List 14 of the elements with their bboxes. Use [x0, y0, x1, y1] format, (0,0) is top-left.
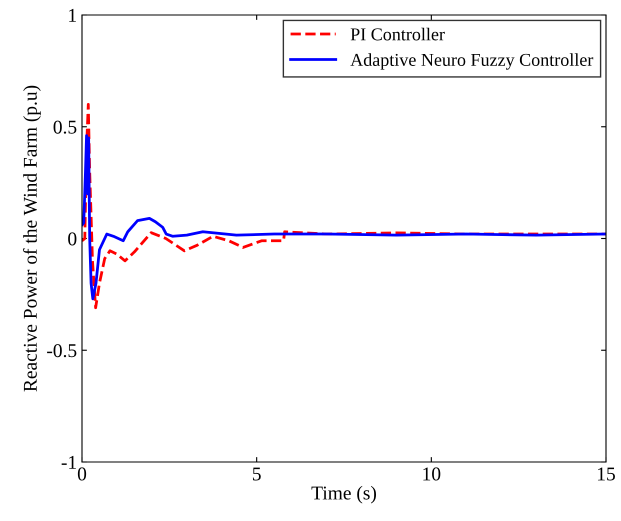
y-axis-title: Reactive Power of the Wind Farm (p.u)	[22, 86, 41, 392]
y-tick-label: -1	[62, 456, 76, 469]
legend-label: Adaptive Neuro Fuzzy Controller	[350, 53, 594, 70]
x-tick-label: 10	[423, 467, 440, 481]
x-axis-title: Time (s)	[311, 486, 376, 504]
x-tick-label: 0	[78, 467, 86, 481]
y-tick-label: 1	[69, 8, 76, 22]
x-tick-label: 15	[598, 468, 615, 481]
x-tick-label: 5	[252, 468, 261, 481]
legend-label: PI Controller	[350, 28, 445, 40]
y-tick-label: 0	[68, 232, 76, 246]
y-tick-label: 0.5	[54, 120, 76, 134]
y-tick-label: -0.5	[47, 344, 76, 358]
line-series	[82, 134, 606, 300]
